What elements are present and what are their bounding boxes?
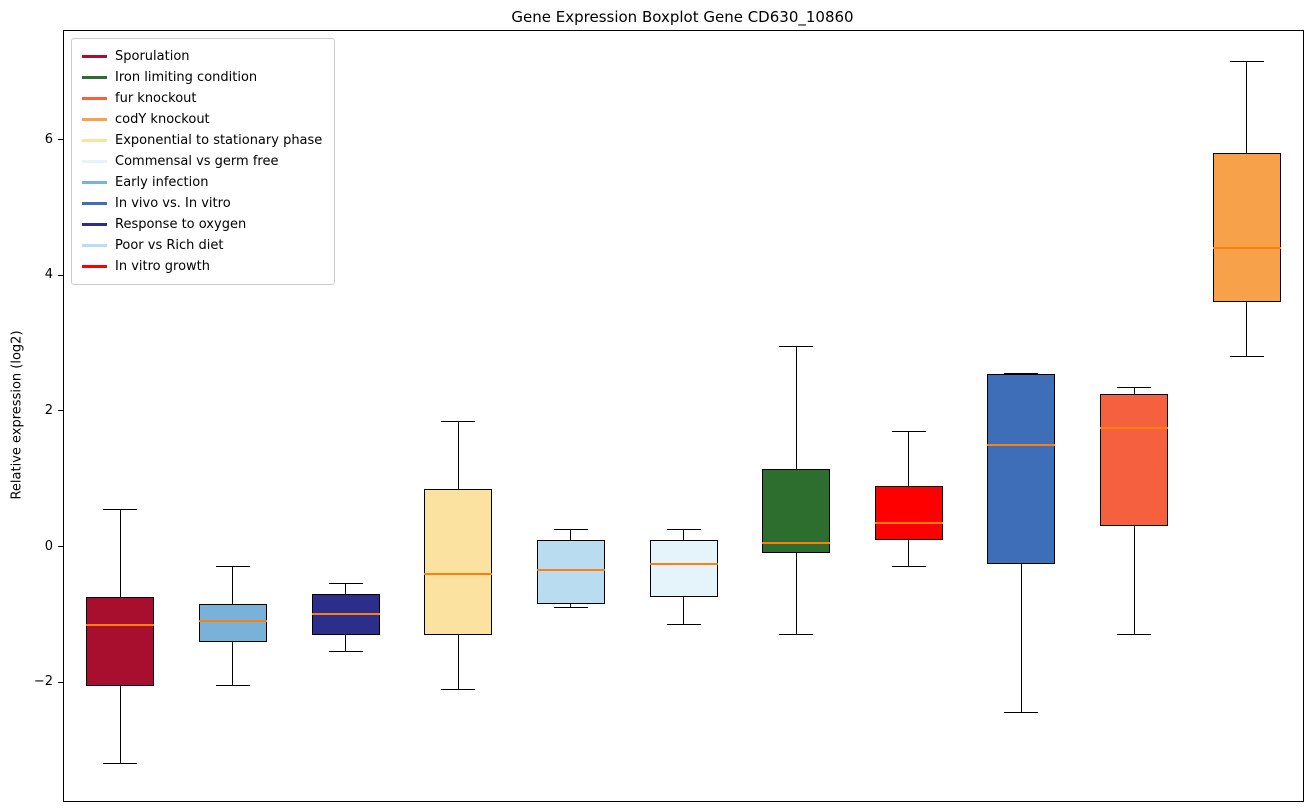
legend-swatch: [82, 223, 107, 226]
box: [424, 488, 493, 635]
legend-swatch: [82, 181, 107, 184]
legend-item: Response to oxygen: [82, 214, 322, 235]
legend-swatch: [82, 244, 107, 247]
median-line: [424, 572, 493, 575]
legend-swatch: [82, 160, 107, 163]
box: [987, 373, 1056, 564]
median-line: [536, 569, 605, 572]
legend-label: In vivo vs. In vitro: [115, 196, 231, 211]
legend-swatch: [82, 118, 107, 121]
legend-label: codY knockout: [115, 112, 210, 127]
whisker-cap-top: [553, 529, 588, 531]
box: [536, 539, 605, 605]
legend-item: Exponential to stationary phase: [82, 130, 322, 151]
whisker-cap-bottom: [328, 651, 363, 653]
y-tick-mark: [58, 410, 63, 412]
legend-swatch: [82, 139, 107, 142]
box: [649, 539, 718, 598]
y-tick-mark: [58, 274, 63, 276]
legend-item: Poor vs Rich diet: [82, 235, 322, 256]
legend-item: Iron limiting condition: [82, 67, 322, 88]
whisker-cap-bottom: [215, 685, 250, 687]
whisker-cap-top: [666, 529, 701, 531]
whisker-cap-bottom: [666, 624, 701, 626]
box: [874, 485, 943, 540]
y-tick-mark: [58, 681, 63, 683]
whisker-cap-top: [328, 583, 363, 585]
legend-item: In vivo vs. In vitro: [82, 193, 322, 214]
whisker-cap-bottom: [553, 607, 588, 609]
legend-swatch: [82, 76, 107, 79]
whisker-cap-bottom: [891, 566, 926, 568]
median-line: [311, 613, 380, 616]
median-line: [987, 443, 1056, 446]
legend-label: Commensal vs germ free: [115, 154, 279, 169]
box: [762, 468, 831, 554]
legend-item: fur knockout: [82, 88, 322, 109]
median-line: [762, 542, 831, 545]
whisker-cap-bottom: [779, 634, 814, 636]
whisker-cap-top: [1229, 61, 1264, 63]
median-line: [198, 620, 267, 623]
box: [1212, 153, 1281, 303]
chart-title: Gene Expression Boxplot Gene CD630_10860: [511, 8, 854, 26]
legend-item: In vitro growth: [82, 256, 322, 277]
whisker-cap-top: [215, 566, 250, 568]
y-tick-label: 0: [44, 538, 53, 554]
whisker-cap-bottom: [1004, 712, 1039, 714]
y-tick-mark: [58, 139, 63, 141]
whisker-cap-top: [779, 345, 814, 347]
whisker-cap-bottom: [103, 763, 138, 765]
median-line: [86, 623, 155, 626]
legend-label: fur knockout: [115, 91, 197, 106]
y-tick-mark: [58, 546, 63, 548]
box: [1100, 393, 1169, 527]
legend-item: codY knockout: [82, 109, 322, 130]
legend-label: Exponential to stationary phase: [115, 133, 323, 148]
whisker-cap-bottom: [1117, 634, 1152, 636]
y-tick-label: 4: [44, 267, 53, 283]
whisker-cap-top: [1117, 386, 1152, 388]
legend-item: Early infection: [82, 172, 322, 193]
legend-label: Poor vs Rich diet: [115, 238, 224, 253]
median-line: [874, 521, 943, 524]
whisker-cap-top: [441, 420, 476, 422]
legend-item: Sporulation: [82, 46, 322, 67]
box: [86, 597, 155, 686]
legend-label: Sporulation: [115, 49, 190, 64]
whisker-cap-bottom: [1229, 356, 1264, 358]
y-tick-label: −2: [33, 674, 53, 690]
legend-swatch: [82, 202, 107, 205]
legend-swatch: [82, 55, 107, 58]
legend: Sporulation Iron limiting condition fur kn…: [71, 38, 336, 285]
legend-label: In vitro growth: [115, 259, 210, 274]
legend-label: Response to oxygen: [115, 217, 247, 232]
legend-swatch: [82, 97, 107, 100]
legend-item: Commensal vs germ free: [82, 151, 322, 172]
median-line: [1212, 247, 1281, 250]
median-line: [1100, 426, 1169, 429]
legend-swatch: [82, 265, 107, 268]
whisker-cap-top: [103, 508, 138, 510]
legend-label: Early infection: [115, 175, 209, 190]
whisker-cap-bottom: [441, 688, 476, 690]
median-line: [649, 562, 718, 565]
plot-area: Sporulation Iron limiting condition fur kn…: [34, 30, 1304, 802]
y-tick-label: 6: [44, 131, 53, 147]
legend-label: Iron limiting condition: [115, 70, 258, 85]
box: [198, 604, 267, 642]
whisker-cap-top: [891, 430, 926, 432]
y-tick-label: 2: [44, 402, 53, 418]
